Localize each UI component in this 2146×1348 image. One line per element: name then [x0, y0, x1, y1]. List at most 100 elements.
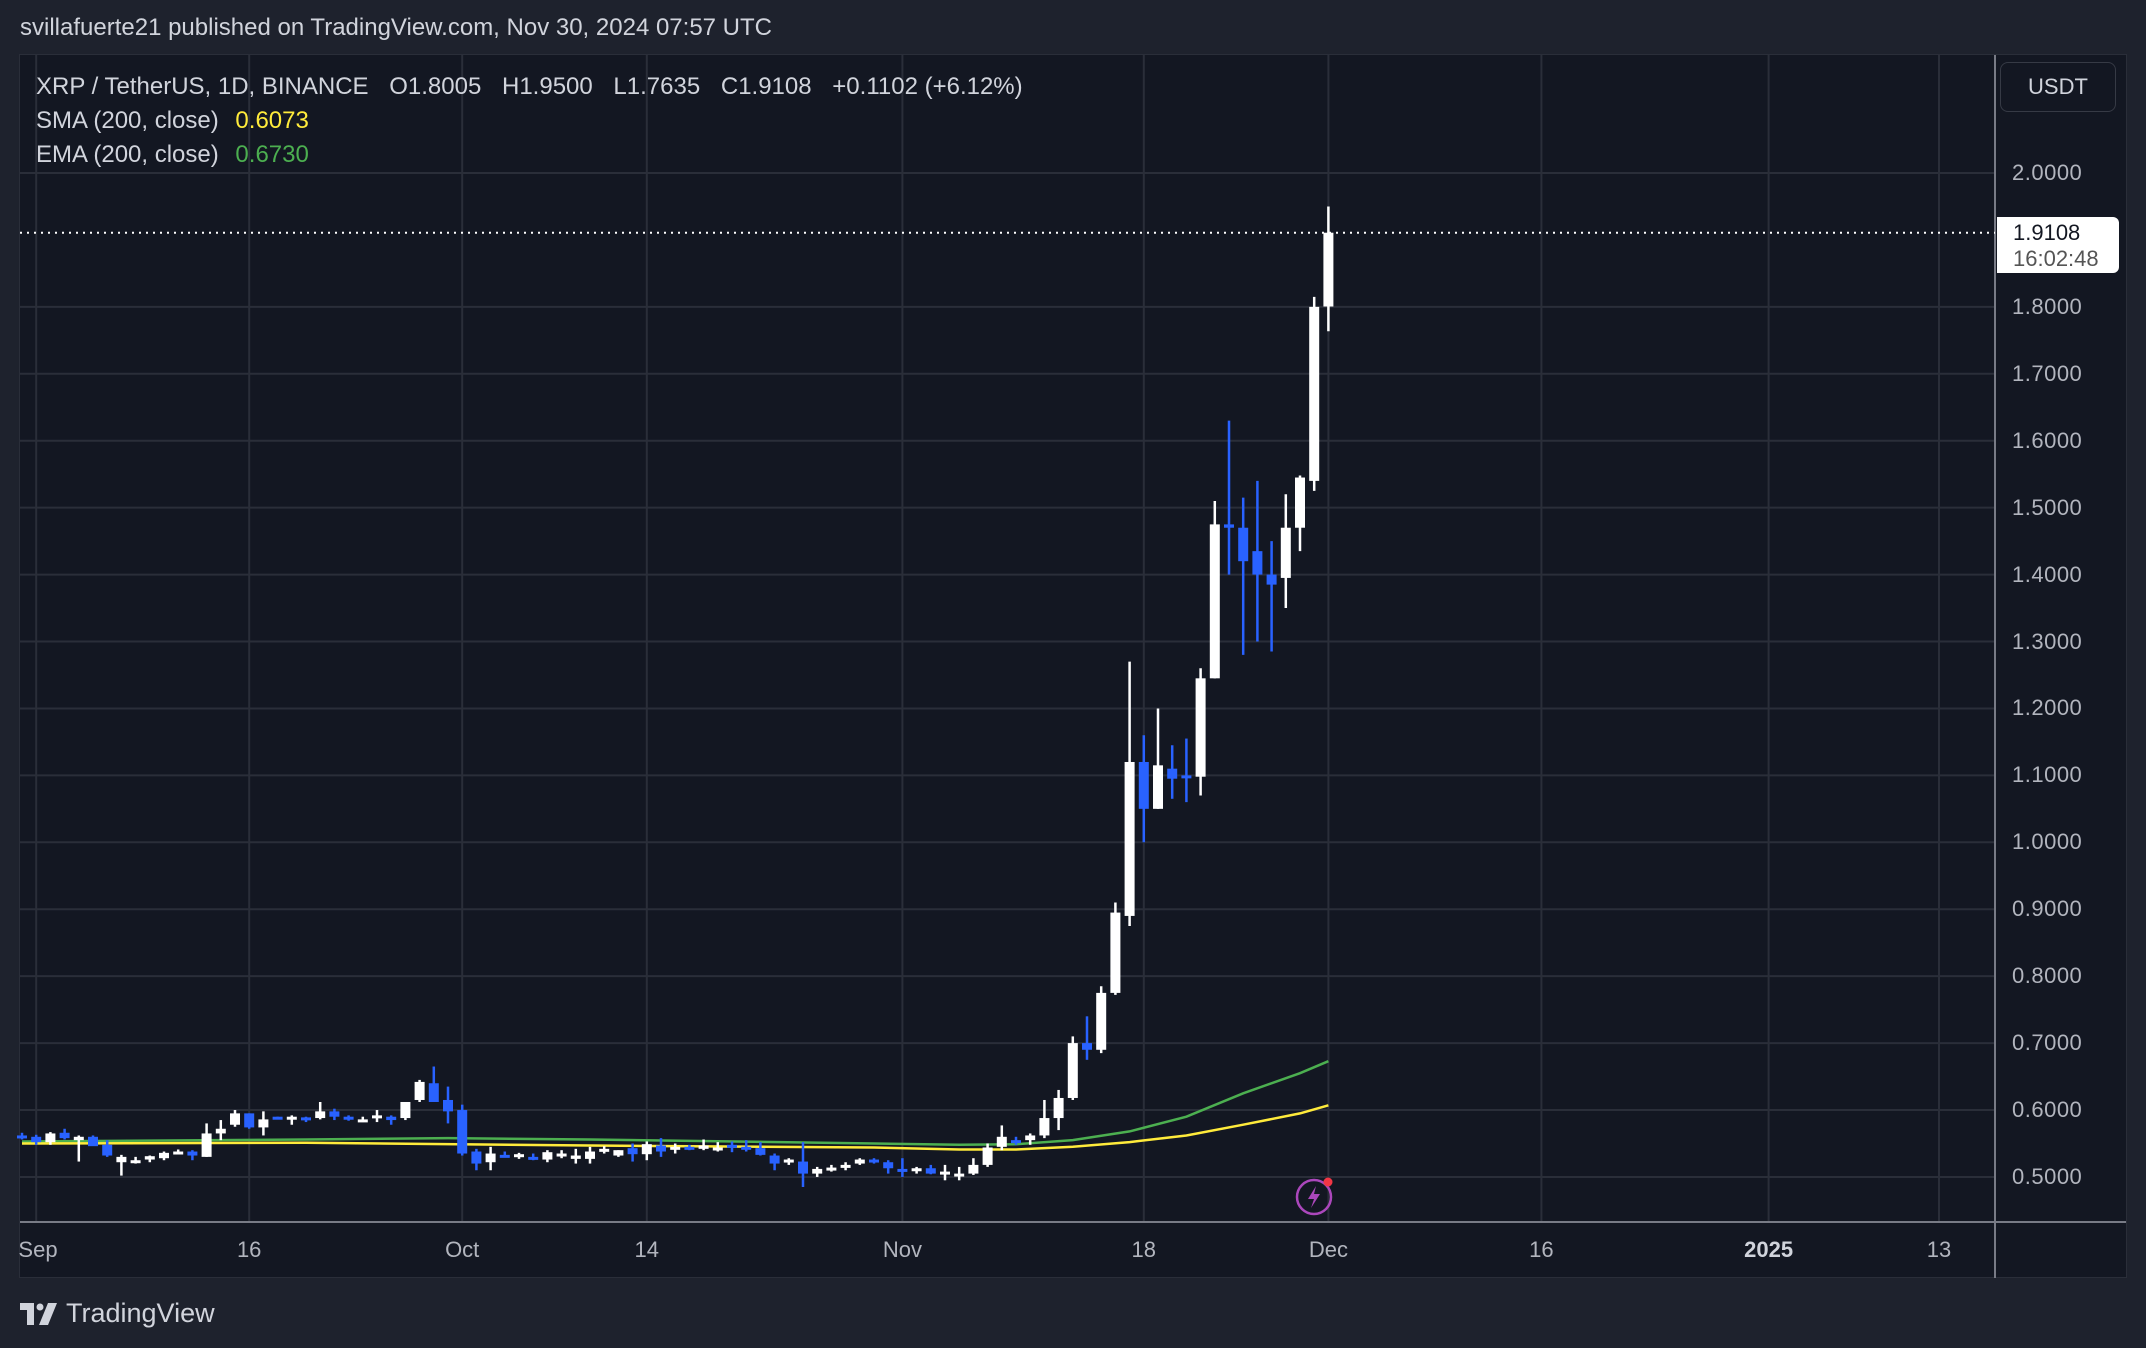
candle[interactable]: [329, 1108, 340, 1121]
candle[interactable]: [869, 1158, 879, 1164]
ema-row[interactable]: EMA (200, close) 0.6730: [36, 138, 1037, 172]
candle[interactable]: [173, 1149, 184, 1155]
candle[interactable]: [1082, 1016, 1092, 1060]
candle[interactable]: [499, 1151, 510, 1158]
candle[interactable]: [1181, 738, 1192, 803]
candle[interactable]: [102, 1140, 113, 1157]
candle[interactable]: [514, 1152, 524, 1159]
candle[interactable]: [215, 1120, 226, 1141]
candle[interactable]: [599, 1146, 610, 1154]
candle[interactable]: [116, 1154, 127, 1176]
candle[interactable]: [1224, 420, 1234, 575]
candle[interactable]: [1266, 541, 1277, 652]
candle[interactable]: [357, 1116, 368, 1123]
candle[interactable]: [826, 1164, 837, 1172]
candle[interactable]: [570, 1148, 581, 1164]
candle[interactable]: [315, 1101, 326, 1120]
candle[interactable]: [641, 1141, 652, 1161]
candle[interactable]: [159, 1151, 169, 1161]
candle[interactable]: [343, 1115, 354, 1121]
candle[interactable]: [1252, 480, 1263, 642]
candle[interactable]: [968, 1158, 979, 1175]
candle[interactable]: [585, 1146, 595, 1164]
candle[interactable]: [443, 1086, 453, 1124]
candle[interactable]: [883, 1160, 894, 1174]
candle[interactable]: [457, 1104, 468, 1156]
candle[interactable]: [1309, 296, 1320, 491]
candle[interactable]: [798, 1142, 808, 1187]
candle[interactable]: [556, 1150, 567, 1159]
candle[interactable]: [31, 1134, 42, 1145]
candle[interactable]: [996, 1125, 1007, 1151]
candle[interactable]: [1039, 1099, 1050, 1139]
candle[interactable]: [130, 1156, 141, 1164]
candle[interactable]: [428, 1066, 439, 1102]
candle[interactable]: [1238, 497, 1249, 655]
candle[interactable]: [911, 1166, 922, 1174]
candle[interactable]: [684, 1144, 695, 1151]
candle[interactable]: [1153, 708, 1163, 809]
candle[interactable]: [414, 1079, 425, 1102]
currency-button[interactable]: USDT: [2000, 62, 2116, 112]
candle[interactable]: [1053, 1089, 1064, 1131]
candle[interactable]: [1209, 500, 1220, 679]
candle[interactable]: [400, 1101, 411, 1121]
candle[interactable]: [1011, 1136, 1021, 1145]
candle[interactable]: [613, 1150, 624, 1157]
candle[interactable]: [755, 1142, 766, 1156]
candle[interactable]: [144, 1155, 155, 1163]
candle[interactable]: [59, 1128, 70, 1140]
candle[interactable]: [17, 1132, 27, 1140]
candle[interactable]: [45, 1132, 56, 1145]
candle[interactable]: [670, 1143, 681, 1154]
sma-row[interactable]: SMA (200, close) 0.6073: [36, 104, 1037, 138]
candle[interactable]: [471, 1148, 482, 1171]
candle[interactable]: [1096, 986, 1107, 1054]
candle[interactable]: [840, 1162, 851, 1171]
candle[interactable]: [1167, 745, 1178, 799]
candle[interactable]: [854, 1158, 865, 1165]
candle[interactable]: [187, 1150, 198, 1161]
candle[interactable]: [656, 1138, 666, 1157]
candle[interactable]: [1067, 1036, 1078, 1100]
candle[interactable]: [698, 1139, 709, 1151]
lightning-event-icon[interactable]: [1294, 1176, 1334, 1216]
candle[interactable]: [301, 1116, 311, 1123]
candle[interactable]: [1110, 902, 1121, 995]
candle[interactable]: [940, 1164, 950, 1181]
candle[interactable]: [897, 1158, 908, 1177]
candle[interactable]: [627, 1143, 638, 1162]
candle[interactable]: [485, 1146, 496, 1171]
candle[interactable]: [386, 1115, 397, 1125]
symbol-label[interactable]: XRP / TetherUS, 1D, BINANCE: [36, 73, 369, 100]
tradingview-logo[interactable]: TradingView: [20, 1298, 215, 1329]
candle[interactable]: [954, 1166, 965, 1181]
candle[interactable]: [528, 1153, 539, 1161]
candle[interactable]: [783, 1158, 794, 1165]
candle[interactable]: [230, 1110, 240, 1127]
candle[interactable]: [372, 1110, 382, 1123]
candle[interactable]: [1124, 661, 1135, 926]
candle[interactable]: [73, 1135, 84, 1162]
candle[interactable]: [542, 1150, 553, 1163]
candle[interactable]: [1295, 475, 1305, 552]
candle[interactable]: [1025, 1133, 1036, 1145]
candle[interactable]: [286, 1115, 297, 1125]
candle[interactable]: [727, 1141, 737, 1153]
candle[interactable]: [258, 1111, 269, 1136]
candle[interactable]: [1323, 206, 1334, 332]
candle[interactable]: [712, 1142, 723, 1152]
candle[interactable]: [769, 1153, 780, 1171]
candle[interactable]: [244, 1113, 255, 1129]
candle[interactable]: [741, 1140, 752, 1152]
candle[interactable]: [201, 1123, 212, 1157]
candle[interactable]: [812, 1166, 823, 1177]
candle[interactable]: [88, 1135, 98, 1147]
candle[interactable]: [272, 1116, 283, 1120]
candle[interactable]: [1138, 735, 1149, 843]
candle[interactable]: [1195, 668, 1206, 796]
candle[interactable]: [982, 1143, 993, 1167]
candle[interactable]: [1280, 494, 1291, 609]
candle[interactable]: [925, 1164, 936, 1175]
